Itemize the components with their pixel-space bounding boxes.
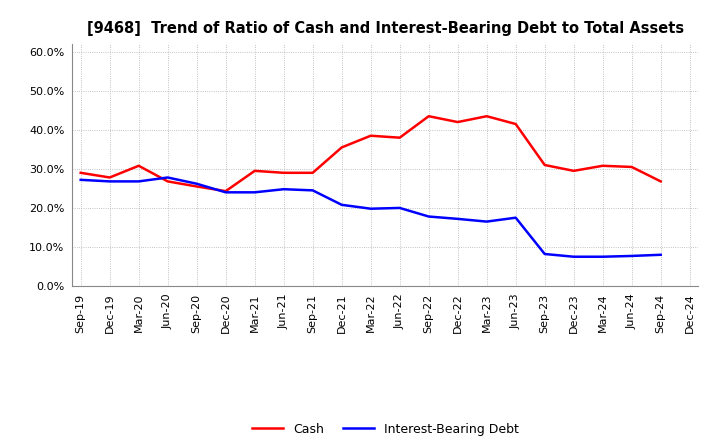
Interest-Bearing Debt	[221, 190, 230, 195]
Interest-Bearing Debt	[482, 219, 491, 224]
Cash	[657, 179, 665, 184]
Cash	[424, 114, 433, 119]
Interest-Bearing Debt	[163, 175, 172, 180]
Cash	[366, 133, 375, 138]
Interest-Bearing Debt	[308, 188, 317, 193]
Cash	[308, 170, 317, 176]
Interest-Bearing Debt	[424, 214, 433, 219]
Cash	[163, 179, 172, 184]
Interest-Bearing Debt	[598, 254, 607, 259]
Interest-Bearing Debt	[192, 181, 201, 187]
Cash	[251, 168, 259, 173]
Interest-Bearing Debt	[627, 253, 636, 259]
Cash	[192, 184, 201, 189]
Cash	[598, 163, 607, 169]
Cash	[570, 168, 578, 173]
Interest-Bearing Debt	[366, 206, 375, 211]
Cash	[135, 163, 143, 169]
Interest-Bearing Debt	[541, 251, 549, 257]
Title: [9468]  Trend of Ratio of Cash and Interest-Bearing Debt to Total Assets: [9468] Trend of Ratio of Cash and Intere…	[86, 21, 684, 36]
Line: Interest-Bearing Debt: Interest-Bearing Debt	[81, 177, 661, 257]
Cash	[454, 119, 462, 125]
Interest-Bearing Debt	[105, 179, 114, 184]
Cash	[541, 162, 549, 168]
Interest-Bearing Debt	[338, 202, 346, 207]
Cash	[279, 170, 288, 176]
Interest-Bearing Debt	[570, 254, 578, 259]
Cash	[511, 121, 520, 127]
Interest-Bearing Debt	[76, 177, 85, 183]
Interest-Bearing Debt	[511, 215, 520, 220]
Interest-Bearing Debt	[279, 187, 288, 192]
Cash	[221, 188, 230, 194]
Cash	[105, 175, 114, 180]
Interest-Bearing Debt	[454, 216, 462, 221]
Line: Cash: Cash	[81, 116, 661, 191]
Interest-Bearing Debt	[135, 179, 143, 184]
Cash	[76, 170, 85, 176]
Legend: Cash, Interest-Bearing Debt: Cash, Interest-Bearing Debt	[247, 418, 523, 440]
Cash	[395, 135, 404, 140]
Cash	[338, 145, 346, 150]
Cash	[627, 164, 636, 169]
Interest-Bearing Debt	[395, 205, 404, 211]
Cash	[482, 114, 491, 119]
Interest-Bearing Debt	[251, 190, 259, 195]
Interest-Bearing Debt	[657, 252, 665, 257]
